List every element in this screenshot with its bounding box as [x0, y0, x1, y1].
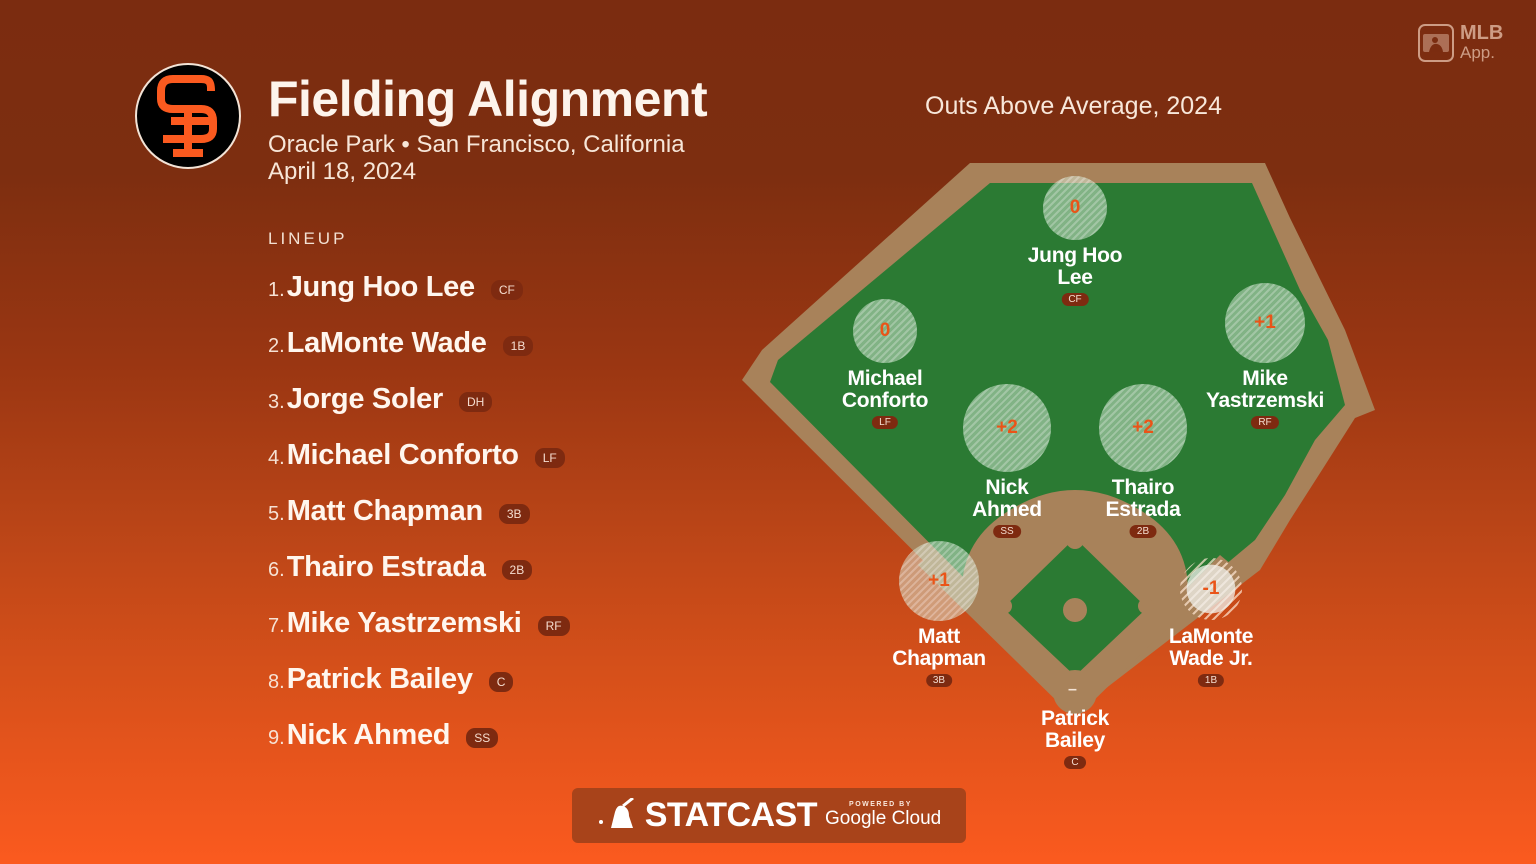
field-player-lf: Michael Conforto LF	[841, 367, 929, 429]
oaa-circle-2b: +2	[1099, 384, 1187, 472]
mlb-app-logo: MLB App.	[1418, 22, 1504, 62]
lineup-list: 1. Jung Hoo Lee CF 2. LaMonte Wade 1B 3. Jorg…	[268, 259, 570, 763]
lineup-item: 6. Thairo Estrada 2B	[268, 539, 570, 595]
position-badge: 3B	[498, 504, 530, 524]
sf-logo-icon	[157, 75, 217, 157]
position-badge: CF	[1061, 293, 1089, 306]
chart-title: Outs Above Average, 2024	[925, 92, 1222, 120]
team-logo	[135, 63, 241, 169]
position-badge: SS	[993, 525, 1021, 538]
oaa-circle-cf: 0	[1043, 176, 1107, 240]
position-badge: DH	[458, 392, 493, 412]
venue: Oracle Park • San Francisco, California	[268, 131, 685, 158]
field-player-cf: Jung Hoo Lee CF	[1027, 244, 1123, 306]
page-title: Fielding Alignment	[268, 71, 708, 127]
oaa-circle-1b: -1	[1180, 558, 1242, 620]
position-badge: LF	[872, 416, 898, 429]
position-badge: CF	[490, 280, 523, 300]
pitchers-mound	[1063, 598, 1087, 622]
home-plate-area	[1053, 670, 1097, 714]
position-badge: RF	[1251, 416, 1279, 429]
position-badge: 2B	[1129, 525, 1157, 538]
field-player-2b: Thairo Estrada 2B	[1105, 476, 1181, 538]
oaa-circle-rf: +1	[1225, 283, 1305, 363]
position-badge: C	[1064, 756, 1086, 769]
position-badge: LF	[534, 448, 565, 468]
lineup-item: 2. LaMonte Wade 1B	[268, 315, 570, 371]
mlb-batter-icon	[597, 796, 637, 833]
lineup-item: 8. Patrick Bailey C	[268, 651, 570, 707]
oaa-circle-lf: 0	[853, 299, 917, 363]
position-badge: RF	[537, 616, 570, 636]
oaa-circle-ss: +2	[963, 384, 1051, 472]
field-player-rf: Mike Yastrzemski RF	[1205, 367, 1325, 429]
game-info: Oracle Park • San Francisco, California …	[268, 131, 685, 185]
lineup-item: 9. Nick Ahmed SS	[268, 707, 570, 763]
field-player-3b: Matt Chapman 3B	[892, 625, 986, 687]
position-badge: 1B	[502, 336, 534, 356]
lineup-item: 5. Matt Chapman 3B	[268, 483, 570, 539]
position-badge: 1B	[1197, 674, 1225, 687]
oaa-circle-3b: +1	[899, 541, 979, 621]
lineup-item: 7. Mike Yastrzemski RF	[268, 595, 570, 651]
field-player-1b: LaMonte Wade Jr. 1B	[1168, 625, 1254, 687]
mlb-batter-icon	[1418, 24, 1454, 62]
oaa-value-c: –	[1068, 681, 1077, 698]
mlb-app-text: MLB App.	[1460, 22, 1504, 62]
lineup-item: 4. Michael Conforto LF	[268, 427, 570, 483]
field-player-ss: Nick Ahmed SS	[972, 476, 1042, 538]
position-badge: SS	[466, 728, 499, 748]
position-badge: 2B	[501, 560, 533, 580]
lineup-item: 3. Jorge Soler DH	[268, 371, 570, 427]
game-date: April 18, 2024	[268, 158, 417, 185]
lineup-item: 1. Jung Hoo Lee CF	[268, 259, 570, 315]
lineup-label: LINEUP	[268, 229, 348, 248]
statcast-wordmark: STATCAST	[644, 796, 818, 834]
field-player-c: Patrick Bailey C	[1041, 707, 1109, 769]
google-cloud-logo: POWERED BY Google Cloud	[825, 801, 942, 829]
statcast-banner: STATCAST POWERED BY Google Cloud	[572, 788, 966, 843]
position-badge: 3B	[925, 674, 953, 687]
position-badge: C	[488, 672, 514, 692]
